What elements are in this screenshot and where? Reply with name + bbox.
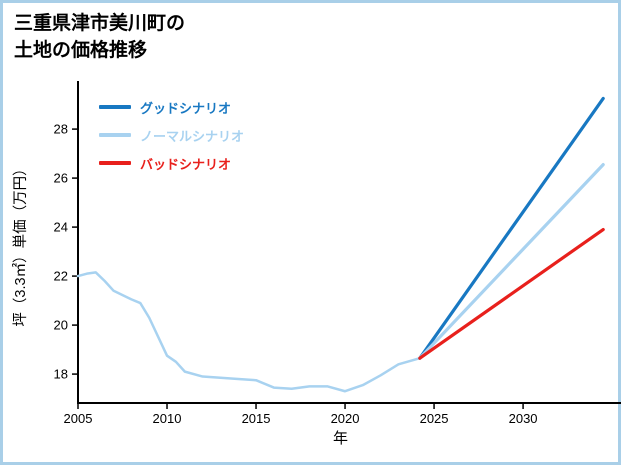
legend-label-bad: バッドシナリオ: [140, 156, 232, 172]
legend-swatch-bad: [99, 161, 131, 165]
y-tick-label: 18: [54, 367, 68, 382]
legend-label-normal: ノーマルシナリオ: [140, 128, 245, 144]
legend-label-good: グッドシナリオ: [140, 100, 232, 116]
x-tick-label: 2015: [242, 411, 271, 426]
x-tick-label: 2005: [64, 411, 93, 426]
y-tick-label: 20: [54, 318, 68, 333]
x-tick-label: 2020: [331, 411, 360, 426]
series-line-good-scenario: [418, 96, 605, 360]
series-line-historical-normal: [76, 271, 422, 393]
y-tick-label: 24: [54, 220, 68, 235]
series-line-normal-scenario: [418, 163, 605, 360]
x-tick-label: 2010: [153, 411, 182, 426]
y-tick-label: 28: [54, 122, 68, 137]
title-line-2: 土地の価格推移: [14, 39, 148, 61]
legend-swatch-normal: [99, 133, 131, 137]
title-line-1: 三重県津市美川町の: [14, 13, 186, 34]
legend-item-normal: ノーマルシナリオ: [99, 121, 244, 149]
legend-swatch-good: [99, 105, 131, 109]
x-tick-label: 2030: [509, 411, 538, 426]
legend-item-good: グッドシナリオ: [99, 93, 244, 121]
page-title: 三重県津市美川町の 土地の価格推移: [14, 11, 185, 64]
legend: グッドシナリオ ノーマルシナリオ バッドシナリオ: [99, 93, 244, 177]
x-tick-label: 2025: [420, 411, 449, 426]
y-tick-label: 22: [54, 269, 68, 284]
x-axis-label: 年: [333, 430, 348, 447]
series-line-bad-scenario: [418, 227, 605, 360]
y-axis-label: 坪（3.3㎡）単価（万円）: [12, 161, 29, 326]
y-tick-label: 26: [54, 171, 68, 186]
chart-svg: 2005 2010 2015 2020 2025 2030 18 20 22 24 26 28 年 坪（3…: [12, 81, 621, 447]
legend-item-bad: バッドシナリオ: [99, 149, 244, 177]
